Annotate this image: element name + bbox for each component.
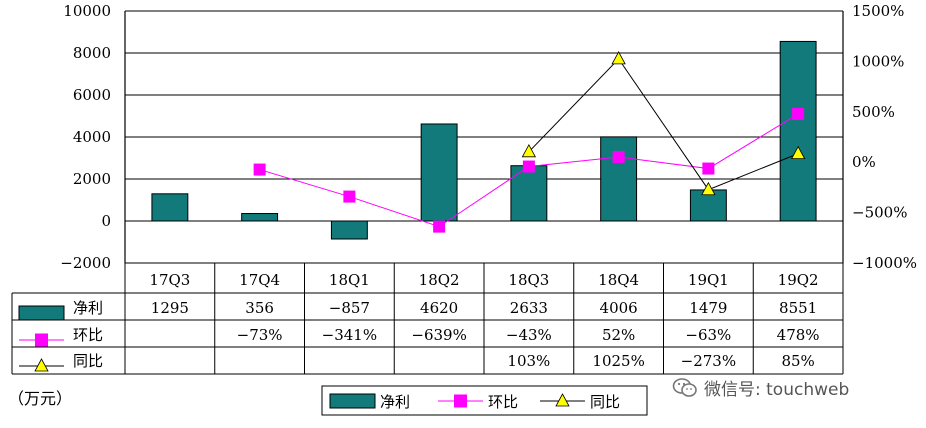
point [522,160,535,173]
y-tick-label: 6000 [73,86,111,104]
category-label: 17Q3 [149,271,190,289]
watermark: 微信号: touchweb [672,375,849,400]
wechat-icon [672,377,697,397]
point [611,51,626,65]
table-cell: −63% [685,326,731,344]
watermark-text: 微信号: touchweb [704,380,850,400]
table-cell: −857 [329,299,370,317]
category-label: 18Q4 [598,271,639,289]
bar-series [151,40,817,240]
y2-tick-label: 1000% [852,52,904,70]
table-cell: 4620 [420,299,458,317]
table-cell: 356 [245,299,274,317]
legend-label: 净利 [380,393,410,411]
table-cell: −341% [322,326,377,344]
point [433,220,446,233]
row-legend-key [18,305,65,321]
y-tick-label: 2000 [73,170,111,188]
legend-key [329,393,376,409]
legend-box [321,385,648,416]
row-legend-key-marker [34,358,49,372]
category-label: 18Q3 [508,271,549,289]
table-cell: 103% [507,352,550,370]
bar [510,165,548,222]
bar [151,193,189,222]
y-tick-label: 4000 [73,128,111,146]
category-label: 18Q2 [419,271,460,289]
table-cell: 4006 [600,299,638,317]
legend-key-marker [454,394,467,408]
y-tick-label: 10000 [63,2,111,20]
category-label: 17Q4 [239,271,280,289]
data-table: 17Q3 17Q4 18Q1 18Q2 18Q3 18Q4 19Q1 19Q2 净利 1295 35… [11,262,844,375]
table-cell: −43% [506,326,552,344]
bar [779,40,817,222]
legend-label: 环比 [488,393,518,411]
table-cell: 1479 [689,299,727,317]
row-legend-key-marker [35,333,48,347]
y2-tick-label: −500% [852,204,907,222]
grid-lines [125,10,843,264]
category-label: 18Q1 [329,271,370,289]
point [701,181,716,196]
y2-tick-label: 500% [852,103,895,121]
table-cell: 478% [777,326,820,344]
point [521,143,537,158]
table-cell: 8551 [779,299,817,317]
bar [420,123,458,222]
point [790,145,806,160]
series-line [528,58,799,191]
category-label: 19Q1 [688,271,729,289]
axes: 10000 8000 6000 4000 2000 0 −2000 1500% 1000% 500… [60,2,917,272]
y-tick-label: 0 [101,212,111,230]
table-cell: 85% [781,352,814,370]
row-header: 净利 [73,299,103,317]
point [253,163,266,176]
table-cell: −639% [411,326,466,344]
point [343,190,356,203]
table-cell: 2633 [510,299,548,317]
y-tick-label: −2000 [60,254,111,272]
y2-tick-label: 1500% [852,2,904,20]
table-cell: 52% [602,326,635,344]
point [792,108,805,121]
bar [330,220,368,240]
bar [241,213,279,222]
category-label: 19Q2 [778,271,819,289]
unit-label: （万元） [8,389,73,408]
bar [600,136,638,222]
row-header: 环比 [73,326,103,344]
point [612,150,625,163]
legend-key-marker [555,393,570,407]
table-cell: −273% [681,352,736,370]
table-cell: −73% [237,326,283,344]
row-header: 同比 [73,352,103,370]
point [702,162,715,175]
y-tick-label: 8000 [73,44,111,62]
legend-label: 同比 [590,393,620,411]
y2-tick-label: 0% [852,153,876,171]
legend: 净利 环比 同比 [321,385,648,416]
table-cell: 1295 [151,299,189,317]
table-cell: 1025% [592,352,644,370]
y2-tick-label: −1000% [852,254,917,272]
line-series [253,51,806,233]
